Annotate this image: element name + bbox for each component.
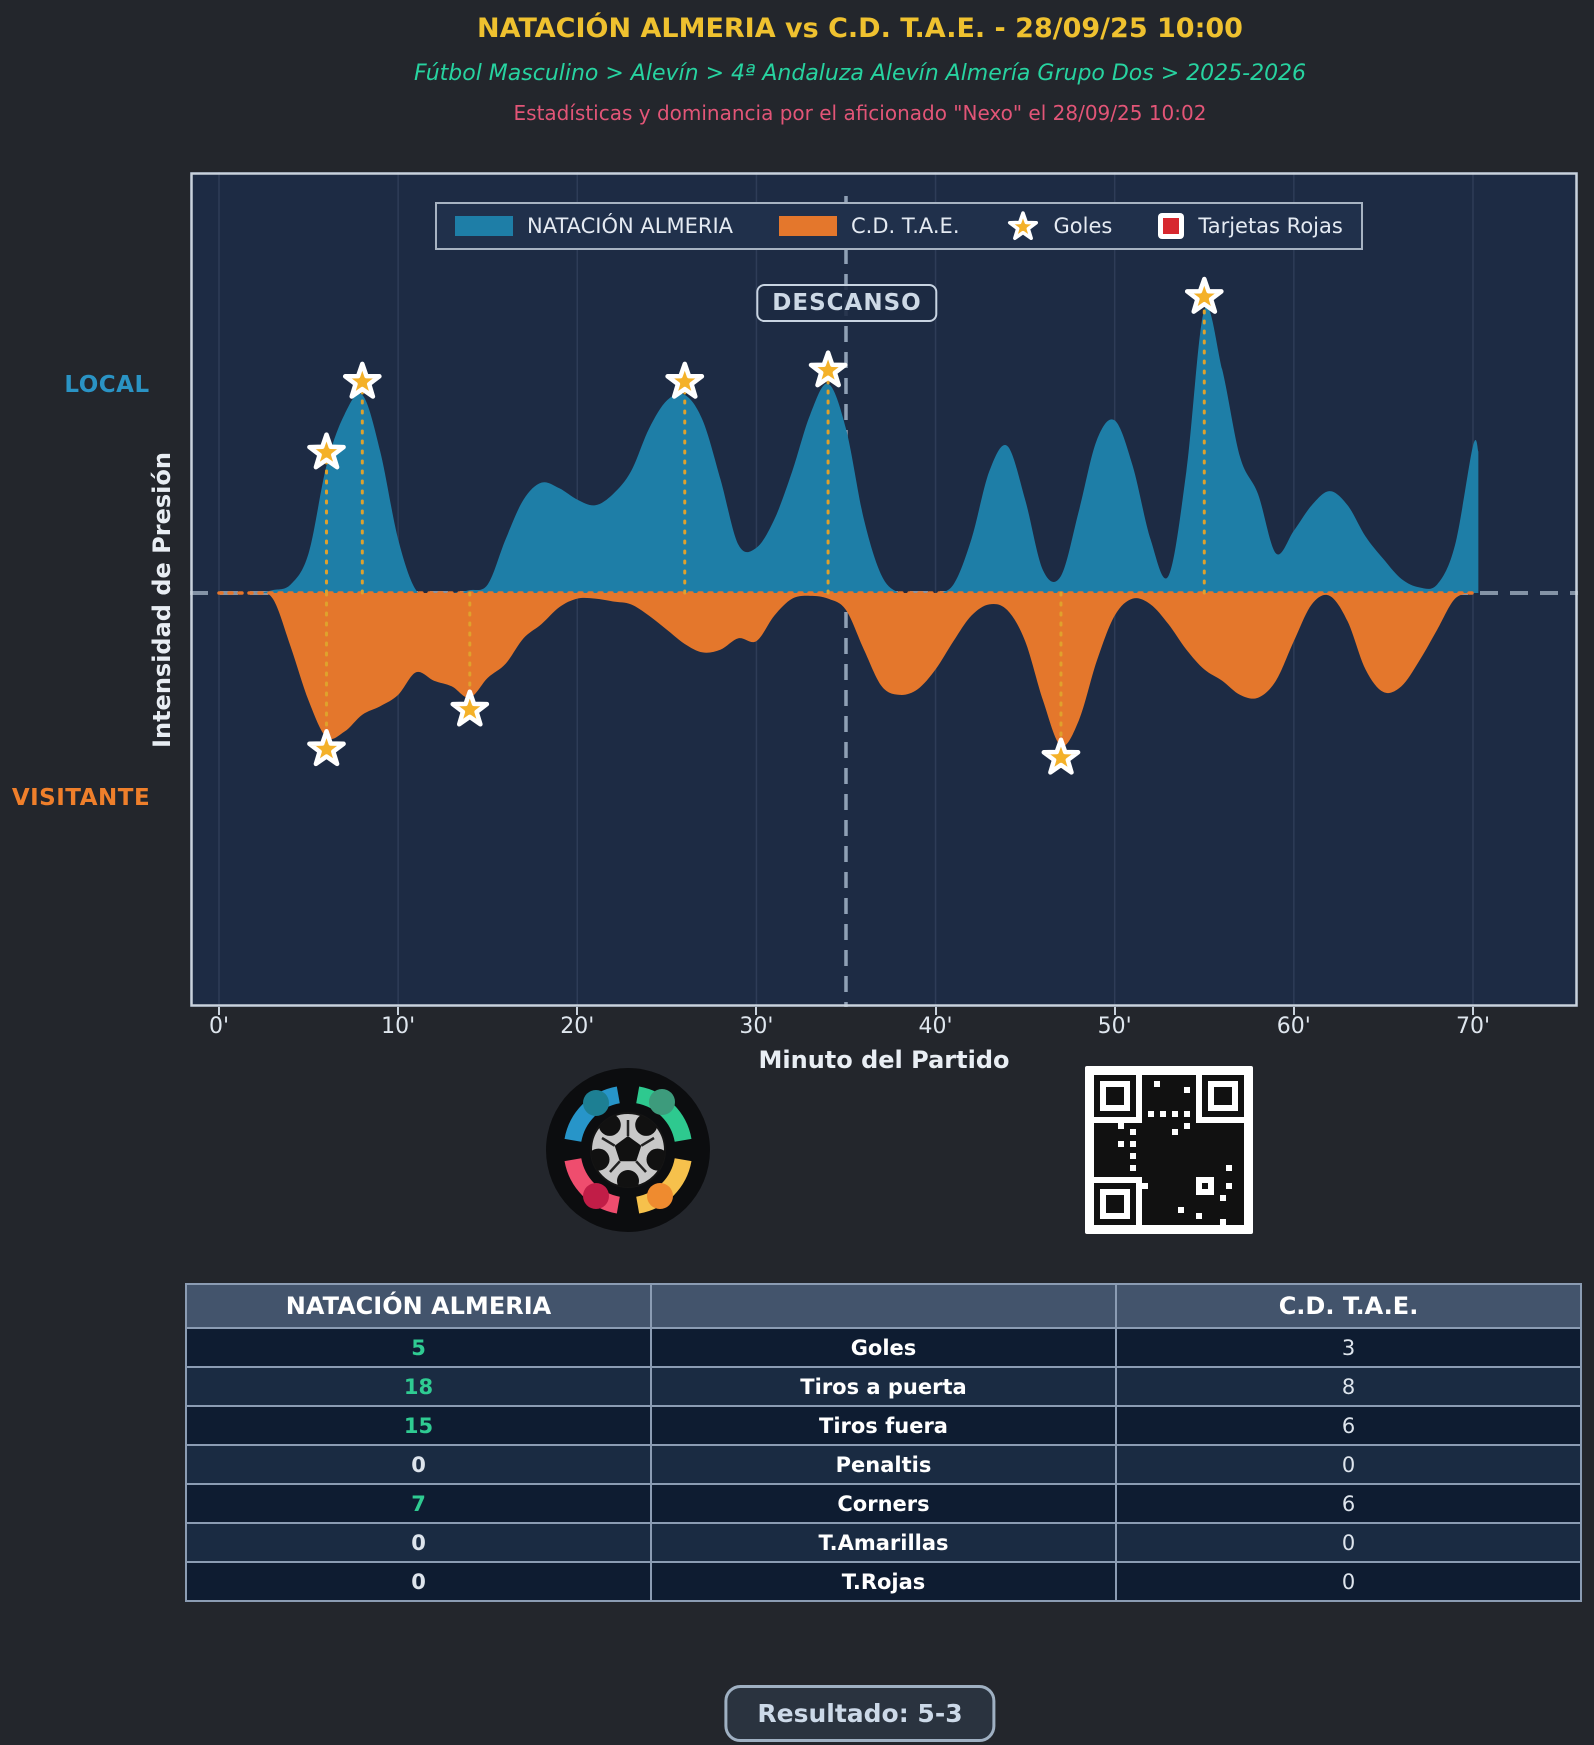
result-badge: Resultado: 5-3: [724, 1685, 996, 1742]
away-stat-value: 6: [1115, 1405, 1582, 1446]
local-side-label: LOCAL: [64, 372, 150, 398]
away-stat-value: 6: [1115, 1483, 1582, 1524]
away-stat-value: 0: [1115, 1522, 1582, 1563]
goal-star-icon: [1007, 211, 1038, 241]
x-tickmark: [934, 1007, 937, 1015]
qr-code: [1085, 1066, 1253, 1234]
x-tick-label: 30': [739, 1014, 774, 1039]
home-goal-star-icon: [1184, 276, 1224, 314]
x-tickmark: [1292, 1007, 1295, 1015]
stats-row-tiros-fuera: 15 Tiros fuera 6: [185, 1405, 1582, 1446]
home-goal-star-icon: [665, 361, 705, 399]
legend-item-1: NATACIÓN ALMERIA: [455, 214, 733, 238]
page-title: NATACIÓN ALMERIA vs C.D. T.A.E. - 28/09/…: [477, 13, 1243, 44]
away-stat-value: 0: [1115, 1561, 1582, 1602]
x-tickmark: [1471, 1007, 1474, 1015]
stat-label: Penaltis: [650, 1444, 1117, 1485]
x-tick-label: 60': [1276, 1014, 1311, 1039]
stats-row-t-amarillas: 0 T.Amarillas 0: [185, 1522, 1582, 1563]
x-tickmark: [755, 1007, 758, 1015]
stats-row-t-rojas: 0 T.Rojas 0: [185, 1561, 1582, 1602]
x-tick-label: 10': [381, 1014, 416, 1039]
away-team-swatch-icon: [779, 216, 838, 236]
page-header: NATACIÓN ALMERIA vs C.D. T.A.E. - 28/09/…: [126, 0, 1594, 126]
qr-code-icon: [1085, 1066, 1253, 1234]
away-stat-value: 3: [1115, 1327, 1582, 1368]
away-goal-star-icon: [450, 689, 490, 727]
x-axis-label: Minuto del Partido: [758, 1046, 1010, 1074]
stat-label: Corners: [650, 1483, 1117, 1524]
x-tickmark: [397, 1007, 400, 1015]
halftime-label: DESCANSO: [756, 284, 938, 322]
away-pressure-area: [219, 593, 1479, 747]
stats-row-penaltis: 0 Penaltis 0: [185, 1444, 1582, 1485]
x-tick-label: 40': [918, 1014, 953, 1039]
club-logo-icon: [546, 1068, 710, 1232]
home-goal-star-icon: [307, 432, 346, 470]
home-goal-star-icon: [342, 361, 382, 399]
legend-item-2: C.D. T.A.E.: [779, 214, 960, 238]
home-stat-value: 15: [185, 1405, 652, 1446]
legend-label: Goles: [1053, 214, 1113, 238]
pressure-curve-svg: [190, 172, 1578, 1007]
x-tick-label: 50': [1097, 1014, 1132, 1039]
byline: Estadísticas y dominancia por el aficion…: [513, 101, 1207, 125]
away-goal-star-icon: [1041, 737, 1081, 775]
home-goal-star-icon: [808, 350, 848, 388]
stat-label: T.Rojas: [650, 1561, 1117, 1602]
y-axis-label: Intensidad de Presión: [148, 452, 176, 748]
stats-row-tiros-a-puerta: 18 Tiros a puerta 8: [185, 1366, 1582, 1407]
home-pressure-area: [219, 306, 1479, 593]
stats-row-corners: 7 Corners 6: [185, 1483, 1582, 1524]
home-stat-value: 5: [185, 1327, 652, 1368]
club-logo: [544, 1066, 712, 1234]
home-stat-value: 0: [185, 1522, 652, 1563]
x-tickmark: [576, 1007, 579, 1015]
legend-item-3: Goles: [1006, 209, 1113, 243]
away-stat-value: 0: [1115, 1444, 1582, 1485]
away-team-header: C.D. T.A.E.: [1115, 1283, 1582, 1329]
home-stat-value: 0: [185, 1444, 652, 1485]
breadcrumb: Fútbol Masculino > Alevín > 4ª Andaluza …: [413, 61, 1307, 86]
legend-label: Tarjetas Rojas: [1198, 214, 1343, 238]
x-tickmark: [1113, 1007, 1116, 1015]
legend-label: NATACIÓN ALMERIA: [527, 214, 734, 238]
x-tick-label: 20': [560, 1014, 595, 1039]
legend-item-4: Tarjetas Rojas: [1158, 213, 1343, 239]
stats-table: NATACIÓN ALMERIA C.D. T.A.E. 5 Goles 3 18 Ti…: [185, 1283, 1582, 1602]
away-stat-value: 8: [1115, 1366, 1582, 1407]
stat-label: T.Amarillas: [650, 1522, 1117, 1563]
stat-label: Goles: [650, 1327, 1117, 1368]
home-team-header: NATACIÓN ALMERIA: [185, 1283, 652, 1329]
pressure-chart: NATACIÓN ALMERIA C.D. T.A.E. Goles Tarjetas…: [190, 172, 1578, 1007]
stats-table-header-row: NATACIÓN ALMERIA C.D. T.A.E.: [185, 1283, 1582, 1329]
legend-label: C.D. T.A.E.: [851, 214, 960, 238]
red-card-icon: [1158, 213, 1185, 239]
away-goal-star-icon: [307, 729, 346, 767]
x-tickmark: [218, 1007, 220, 1015]
chart-legend: NATACIÓN ALMERIA C.D. T.A.E. Goles Tarjetas…: [435, 202, 1363, 250]
stat-label: Tiros a puerta: [650, 1366, 1117, 1407]
stat-label: Tiros fuera: [650, 1405, 1117, 1446]
x-tick-label: 70': [1455, 1014, 1490, 1039]
stats-row-goles: 5 Goles 3: [185, 1327, 1582, 1368]
home-stat-value: 7: [185, 1483, 652, 1524]
home-stat-value: 18: [185, 1366, 652, 1407]
home-team-swatch-icon: [455, 216, 513, 236]
home-stat-value: 0: [185, 1561, 652, 1602]
visitante-side-label: VISITANTE: [11, 785, 151, 811]
x-tick-label: 0': [208, 1014, 230, 1039]
stat-name-header: [650, 1283, 1117, 1329]
